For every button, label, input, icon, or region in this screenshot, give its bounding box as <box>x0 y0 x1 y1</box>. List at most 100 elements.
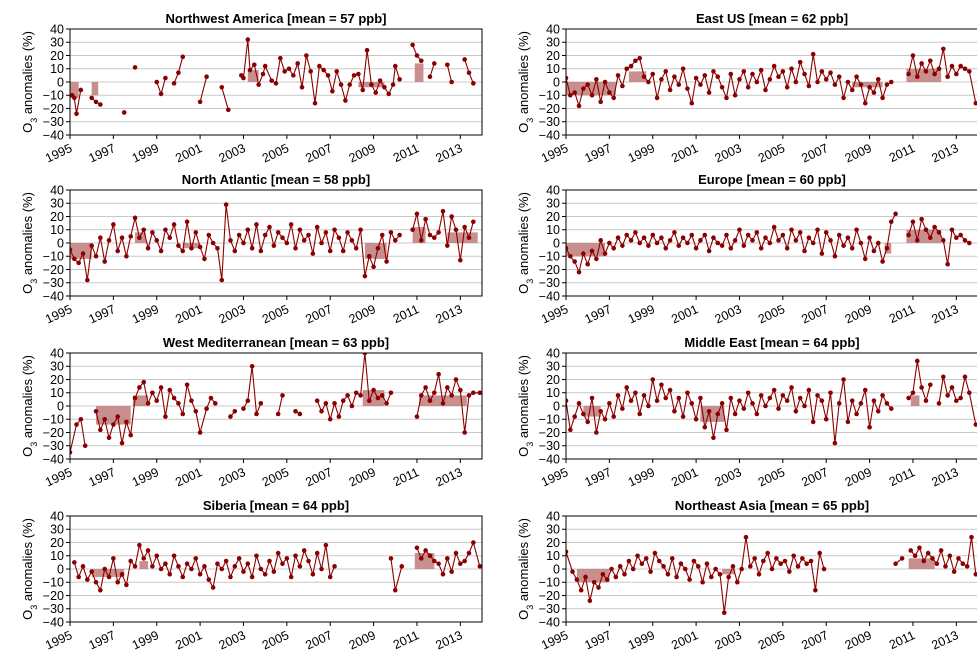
x-tick-label: 2013 <box>433 141 464 165</box>
data-point <box>797 395 803 401</box>
data-point <box>351 73 357 78</box>
data-point <box>802 403 807 409</box>
data-point <box>154 553 160 559</box>
panel-title: Siberia [mean = 64 ppb] <box>203 498 349 513</box>
data-point <box>228 414 233 419</box>
y-tick-label: 40 <box>50 22 64 36</box>
ylabel-main: O <box>20 123 35 133</box>
data-point <box>672 74 677 79</box>
data-point <box>637 55 643 61</box>
data-point <box>941 374 946 380</box>
y-tick-label: −10 <box>43 250 64 264</box>
data-point <box>204 74 209 79</box>
ylabel-main: O <box>516 447 531 457</box>
data-point <box>841 377 846 382</box>
data-point <box>927 235 933 240</box>
x-tick-label: 2013 <box>929 465 960 489</box>
data-point <box>793 238 799 243</box>
ylabel-rest: anomalies (%) <box>20 518 35 605</box>
anomaly-bar <box>362 390 385 406</box>
data-point <box>626 558 632 564</box>
data-point <box>330 88 335 94</box>
data-point <box>858 401 864 406</box>
data-point <box>728 71 734 77</box>
data-point <box>382 85 387 90</box>
data-point <box>347 82 353 87</box>
data-point <box>275 230 281 235</box>
y-tick-label: 30 <box>546 360 560 374</box>
data-point <box>325 73 331 78</box>
data-point <box>706 248 712 254</box>
data-point <box>693 416 699 422</box>
x-tick-label: 2003 <box>713 302 744 326</box>
x-tick-label: 1997 <box>87 141 118 165</box>
data-point <box>598 409 603 414</box>
data-point <box>247 67 253 73</box>
data-point <box>427 232 433 238</box>
data-point <box>124 253 129 259</box>
data-point <box>111 422 116 427</box>
data-point <box>962 374 968 380</box>
data-point <box>693 246 699 251</box>
data-point <box>445 556 450 561</box>
data-point <box>471 390 476 396</box>
x-tick-label: 1999 <box>130 141 161 165</box>
data-point <box>228 238 233 243</box>
data-point <box>254 222 259 227</box>
x-tick-label: 2003 <box>217 141 248 165</box>
data-point <box>867 235 872 240</box>
data-point <box>158 566 164 572</box>
data-point <box>215 246 220 251</box>
data-point <box>388 390 394 396</box>
data-point <box>689 401 695 406</box>
data-point <box>680 66 686 72</box>
data-point <box>366 398 372 404</box>
data-point <box>646 79 651 85</box>
data-point <box>752 556 757 561</box>
data-point <box>717 572 723 577</box>
data-point <box>806 83 812 89</box>
x-tick-label: 1997 <box>87 465 118 489</box>
data-point <box>912 553 918 559</box>
data-point <box>602 79 608 85</box>
data-point <box>410 42 415 48</box>
data-point <box>375 395 381 401</box>
anomaly-bar <box>910 395 920 406</box>
data-point <box>908 548 914 553</box>
data-point <box>947 553 953 559</box>
series-line <box>566 48 977 108</box>
data-point <box>241 406 246 411</box>
data-point <box>700 579 705 585</box>
data-point <box>611 414 617 419</box>
data-point <box>875 240 881 246</box>
data-point <box>478 0 483 2</box>
anomaly-bar <box>628 71 647 82</box>
data-point <box>817 550 823 556</box>
y-tick-label: −40 <box>539 615 560 629</box>
data-point <box>685 240 690 246</box>
data-point <box>737 398 742 404</box>
data-point <box>158 91 164 97</box>
y-tick-label: 0 <box>57 399 64 413</box>
data-point <box>171 395 177 401</box>
ylabel-rest: anomalies (%) <box>516 518 531 605</box>
data-point <box>654 398 660 404</box>
x-tick-label: 2001 <box>669 302 700 326</box>
data-point <box>449 393 454 398</box>
data-point <box>819 398 825 404</box>
data-point <box>458 387 463 393</box>
data-point <box>828 70 833 76</box>
data-point <box>719 401 725 406</box>
data-point <box>379 393 385 398</box>
data-point <box>204 406 209 411</box>
data-point <box>141 556 147 561</box>
data-point <box>782 558 788 564</box>
data-point <box>685 86 690 91</box>
chart-panel-4: Europe [mean = 60 ppb]403020100−10−20−30… <box>516 172 977 326</box>
x-tick-label: 2007 <box>799 465 830 489</box>
x-tick-label: 1999 <box>626 302 657 326</box>
data-point <box>672 409 677 414</box>
x-tick-label: 2001 <box>669 141 700 165</box>
data-point <box>176 401 181 406</box>
data-point <box>115 579 121 585</box>
